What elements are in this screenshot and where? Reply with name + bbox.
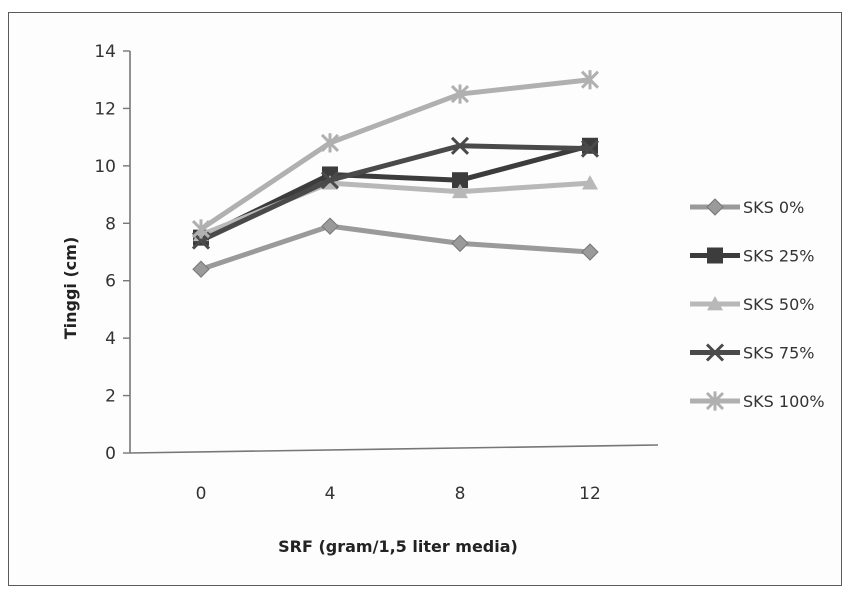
asterisk-marker-icon <box>705 391 725 411</box>
legend: SKS 0% SKS 25% SKS 50% SKS 75% SKS 100% <box>690 198 825 411</box>
series-line <box>199 77 591 232</box>
legend-item: SKS 75% <box>690 343 814 363</box>
legend-label: SKS 0% <box>743 198 804 217</box>
series-line <box>200 223 591 272</box>
y-tick-label: 6 <box>105 272 116 292</box>
data-point <box>452 183 468 199</box>
series-line <box>199 143 591 240</box>
data-point <box>581 243 599 261</box>
series-lines <box>191 70 600 278</box>
data-point <box>320 171 340 190</box>
data-point <box>450 136 470 155</box>
x-axis-title: SRF (gram/1,5 liter media) <box>278 537 518 556</box>
y-axis: 0 2 4 6 8 10 12 14 <box>94 42 131 464</box>
data-point <box>580 70 600 90</box>
data-point <box>192 260 210 278</box>
y-tick-label: 8 <box>105 214 116 234</box>
data-point <box>320 133 340 153</box>
legend-label: SKS 50% <box>743 295 814 314</box>
legend-item: SKS 25% <box>690 247 814 266</box>
y-tick-label: 10 <box>94 157 116 177</box>
legend-label: SKS 100% <box>743 392 825 411</box>
data-point <box>321 217 339 235</box>
legend-label: SKS 75% <box>743 344 814 363</box>
series-line <box>199 143 591 243</box>
x-marker-icon <box>705 343 725 362</box>
x-tick-label: 8 <box>455 484 466 504</box>
series-sks-75- <box>191 136 600 250</box>
y-tick-label: 4 <box>105 329 116 349</box>
y-tick-label: 0 <box>105 444 116 464</box>
triangle-marker-icon <box>707 296 723 311</box>
legend-item: SKS 0% <box>690 198 804 217</box>
x-tick-label: 12 <box>579 484 601 504</box>
legend-item: SKS 100% <box>690 391 825 411</box>
y-tick-label: 2 <box>105 387 116 407</box>
x-tick-label: 4 <box>325 484 336 504</box>
x-axis: 0 4 8 12 <box>129 444 659 504</box>
data-point <box>580 139 600 158</box>
data-point <box>582 137 598 154</box>
data-point <box>191 219 211 239</box>
square-marker-icon <box>707 247 723 264</box>
diamond-marker-icon <box>706 198 724 216</box>
x-axis-line <box>129 444 659 454</box>
data-point <box>582 175 598 190</box>
data-point <box>452 172 468 189</box>
data-point <box>450 84 470 104</box>
legend-label: SKS 25% <box>743 247 814 266</box>
y-tick-label: 12 <box>94 99 116 119</box>
y-tick-label: 14 <box>94 42 116 62</box>
series-sks-50- <box>193 175 598 242</box>
series-sks-100- <box>191 70 600 239</box>
legend-item: SKS 50% <box>690 295 814 314</box>
x-tick-label: 0 <box>196 484 207 504</box>
y-axis-title: Tinggi (cm) <box>61 237 80 340</box>
data-point <box>451 234 469 253</box>
series-sks-0- <box>192 217 599 278</box>
